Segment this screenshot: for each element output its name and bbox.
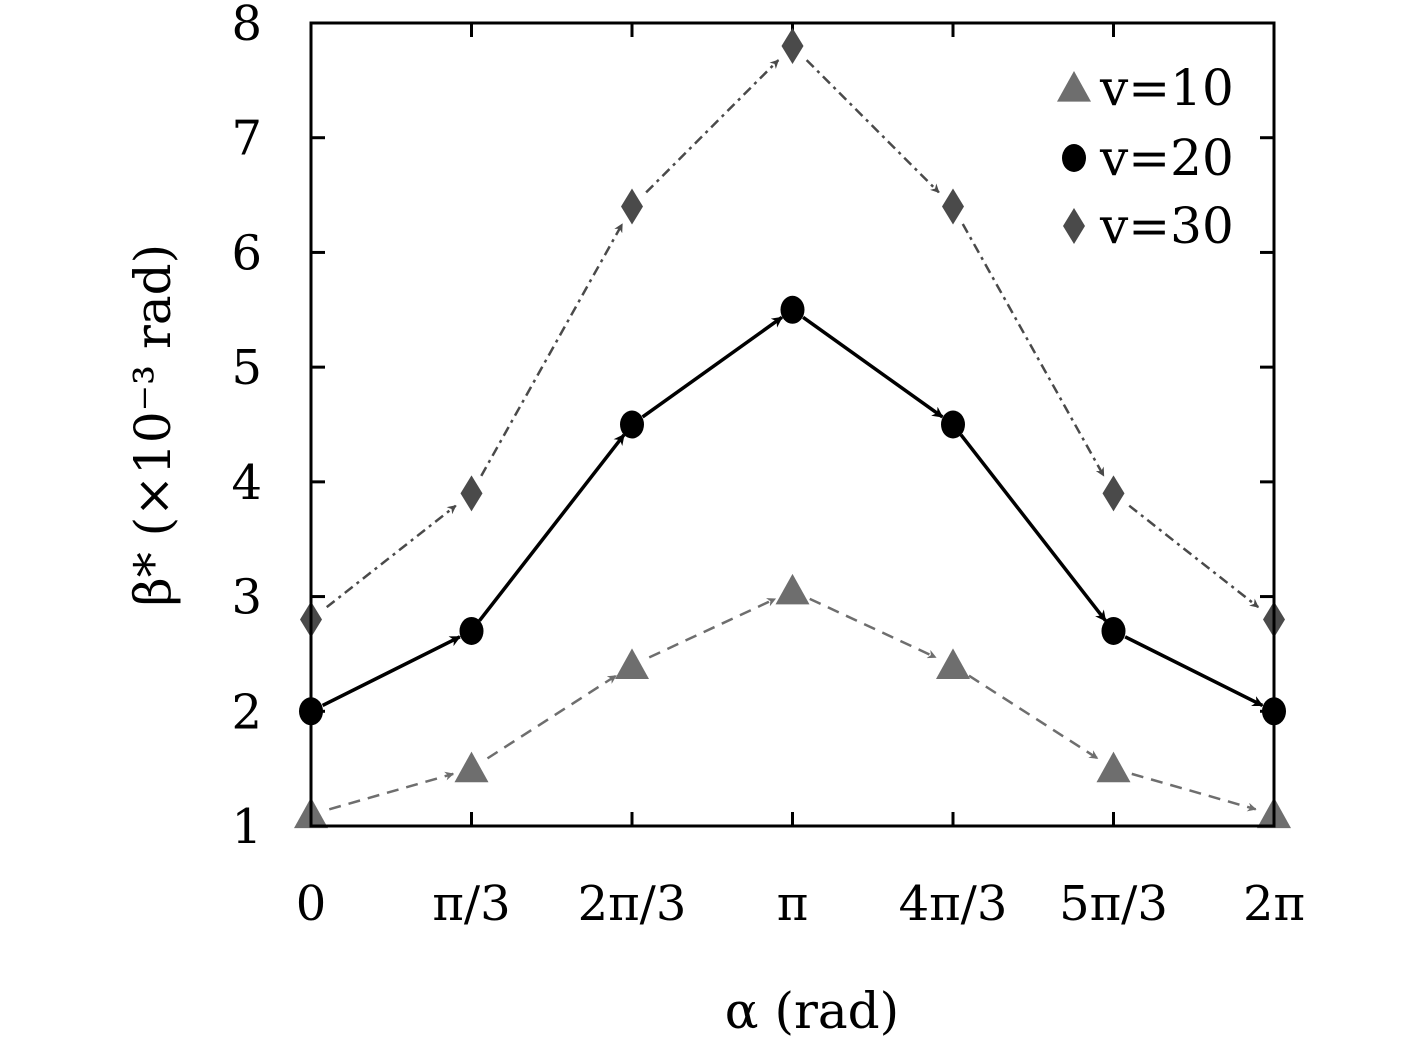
- series-segment: [645, 59, 780, 194]
- x-tick-label: π: [777, 876, 809, 932]
- x-axis-label: α (rad): [725, 982, 899, 1040]
- data-point: [1101, 616, 1126, 645]
- y-tick-label: 1: [231, 799, 262, 855]
- data-point: [936, 648, 970, 679]
- legend-label: v=30: [1099, 197, 1234, 255]
- data-point: [454, 751, 489, 783]
- series-segment: [1124, 635, 1264, 708]
- data-point: [942, 188, 964, 225]
- x-tick-label: 0: [296, 876, 327, 932]
- legend-label: v=10: [1099, 59, 1234, 117]
- y-tick-label: 5: [231, 340, 262, 396]
- data-point: [941, 410, 965, 439]
- y-tick-label: 2: [231, 684, 262, 740]
- series-segment: [1131, 772, 1257, 812]
- legend-label: v=20: [1099, 129, 1234, 187]
- data-point: [1096, 751, 1131, 783]
- series-segment: [321, 635, 461, 708]
- series-segment: [328, 771, 455, 811]
- series-segment: [478, 433, 626, 622]
- series-segment: [968, 674, 1099, 760]
- legend-marker: [1062, 144, 1086, 172]
- data-point: [459, 616, 484, 645]
- data-point: [621, 188, 643, 225]
- series-segment: [480, 223, 624, 477]
- data-point: [620, 410, 644, 439]
- y-tick-label: 8: [231, 0, 262, 52]
- series-segment: [641, 315, 783, 419]
- x-tick-label: 4π/3: [899, 876, 1008, 932]
- x-tick-label: 5π/3: [1059, 876, 1168, 932]
- data-point: [775, 573, 810, 605]
- series-segment: [802, 315, 944, 419]
- legend-marker: [1063, 208, 1085, 244]
- y-tick-label: 3: [231, 570, 262, 626]
- y-tick-label: 6: [231, 225, 262, 281]
- series-segment: [961, 223, 1105, 477]
- series-segment: [959, 433, 1107, 622]
- series-segment: [1128, 504, 1260, 609]
- x-tick-label: π/3: [432, 876, 510, 932]
- legend-marker: [1057, 71, 1091, 102]
- series-lines: [321, 59, 1264, 812]
- series-segment: [809, 597, 937, 659]
- x-tick-label: 2π/3: [578, 876, 687, 932]
- y-tick-label: 4: [231, 455, 262, 511]
- legend: v=10 v=20 v=30: [1057, 59, 1234, 255]
- plot-frame: [309, 21, 1276, 828]
- data-point: [780, 295, 805, 324]
- y-axis-label: β* (×10⁻³ rad): [124, 244, 182, 606]
- y-tick-label: 7: [231, 111, 262, 167]
- data-point: [781, 27, 804, 64]
- tick-labels: 1 2 3 4 5 6 7 8 0 π/3 2π/3 π 4π/3 5π/3 2π: [231, 0, 1305, 932]
- data-point: [615, 648, 649, 679]
- data-point: [1102, 475, 1125, 512]
- series-segment: [805, 59, 940, 194]
- series-segment: [486, 674, 617, 760]
- series-segment: [648, 597, 777, 659]
- data-point: [460, 475, 483, 512]
- x-tick-label: 2π: [1243, 876, 1305, 932]
- series-segment: [325, 504, 457, 609]
